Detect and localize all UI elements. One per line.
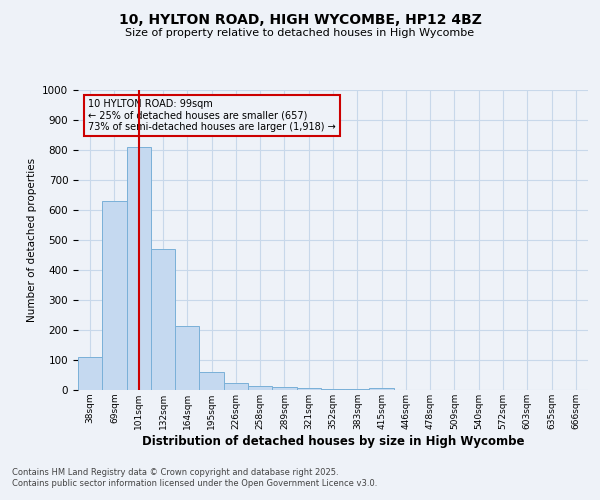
- Text: 10 HYLTON ROAD: 99sqm
← 25% of detached houses are smaller (657)
73% of semi-det: 10 HYLTON ROAD: 99sqm ← 25% of detached …: [88, 99, 336, 132]
- Bar: [127, 147, 151, 390]
- X-axis label: Distribution of detached houses by size in High Wycombe: Distribution of detached houses by size …: [142, 434, 524, 448]
- Bar: [224, 382, 248, 390]
- Bar: [248, 386, 272, 390]
- Bar: [78, 357, 102, 390]
- Bar: [321, 388, 345, 390]
- Y-axis label: Number of detached properties: Number of detached properties: [26, 158, 37, 322]
- Bar: [272, 387, 296, 390]
- Bar: [345, 388, 370, 390]
- Text: Size of property relative to detached houses in High Wycombe: Size of property relative to detached ho…: [125, 28, 475, 38]
- Bar: [151, 249, 175, 390]
- Bar: [199, 372, 224, 390]
- Bar: [370, 388, 394, 390]
- Text: Contains HM Land Registry data © Crown copyright and database right 2025.
Contai: Contains HM Land Registry data © Crown c…: [12, 468, 377, 487]
- Bar: [296, 388, 321, 390]
- Text: 10, HYLTON ROAD, HIGH WYCOMBE, HP12 4BZ: 10, HYLTON ROAD, HIGH WYCOMBE, HP12 4BZ: [119, 12, 481, 26]
- Bar: [175, 326, 199, 390]
- Bar: [102, 201, 127, 390]
